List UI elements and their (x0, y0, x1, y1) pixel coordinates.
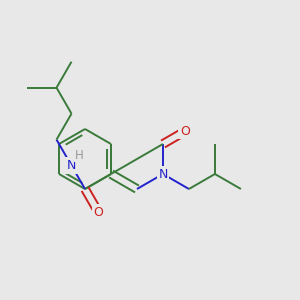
Text: O: O (94, 206, 103, 219)
Text: N: N (67, 159, 76, 172)
Text: N: N (158, 167, 168, 181)
Text: O: O (180, 125, 190, 138)
Text: H: H (74, 149, 83, 162)
